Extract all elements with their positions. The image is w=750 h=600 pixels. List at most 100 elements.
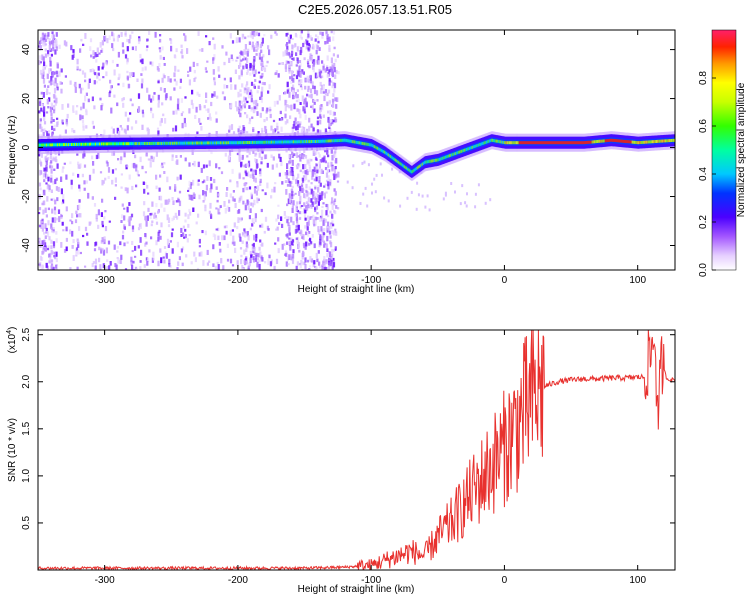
ridge-peak: [188, 141, 191, 145]
ridge-peak: [298, 140, 301, 144]
noise-speckle: [254, 169, 257, 176]
ridge-peak: [581, 141, 584, 145]
noise-speckle: [105, 247, 108, 254]
noise-speckle: [330, 30, 333, 34]
noise-speckle: [256, 111, 259, 116]
ridge-peak: [273, 140, 276, 144]
noise-speckle: [332, 31, 336, 35]
noise-speckle: [205, 35, 208, 38]
ridge-peak: [573, 141, 576, 145]
noise-speckle: [309, 216, 312, 220]
noise-speckle: [268, 84, 271, 90]
ridge-peak: [568, 141, 571, 145]
noise-speckle: [171, 157, 174, 161]
noise-speckle: [141, 109, 144, 114]
ridge-peak: [401, 163, 404, 167]
noise-speckle: [149, 61, 152, 65]
noise-speckle: [236, 56, 239, 59]
ridge-peak: [419, 164, 422, 168]
noise-speckle: [226, 187, 229, 191]
ridge-peak: [267, 140, 270, 144]
noise-speckle: [40, 73, 44, 79]
noise-speckle: [337, 71, 340, 75]
noise-speckle: [131, 31, 134, 34]
noise-speckle: [334, 117, 337, 123]
noise-speckle: [319, 159, 322, 163]
ridge-peak: [406, 167, 409, 171]
noise-speckle: [255, 106, 258, 110]
noise-speckle: [100, 105, 103, 111]
noise-speckle: [328, 78, 331, 82]
noise-speckle: [204, 67, 207, 71]
noise-speckle: [254, 213, 257, 219]
noise-speckle: [294, 213, 297, 218]
ridge-peak: [215, 141, 218, 145]
noise-speckle: [54, 199, 57, 205]
noise-speckle: [139, 266, 142, 270]
noise-speckle: [158, 195, 161, 201]
ridge-peak: [258, 140, 261, 144]
ridge-peak: [586, 140, 589, 144]
ridge-peak: [366, 142, 369, 146]
noise-speckle: [254, 217, 257, 223]
ridge-peak: [348, 139, 351, 143]
noise-speckle: [143, 201, 146, 206]
noise-speckle: [178, 256, 181, 261]
noise-speckle: [38, 195, 42, 200]
noise-speckle: [146, 45, 149, 48]
ridge-peak: [491, 138, 494, 142]
noise-speckle: [57, 186, 60, 192]
noise-speckle: [310, 105, 313, 108]
noise-speckle: [299, 84, 303, 88]
noise-speckle: [273, 100, 276, 107]
noise-speckle: [65, 174, 68, 180]
noise-speckle: [266, 182, 269, 189]
noise-speckle: [336, 97, 339, 102]
ridge-peak: [498, 140, 501, 144]
noise-speckle: [62, 229, 65, 232]
noise-speckle: [38, 224, 42, 228]
ridge-peak: [127, 142, 129, 146]
noise-speckle: [466, 192, 468, 196]
noise-speckle: [51, 228, 54, 233]
noise-speckle: [326, 101, 329, 107]
noise-speckle: [246, 187, 249, 191]
ridge-peak: [541, 141, 544, 145]
noise-speckle: [253, 83, 256, 89]
ridge-peak: [57, 143, 59, 147]
ridge-peak: [608, 138, 611, 142]
noise-speckle: [38, 42, 41, 46]
noise-speckle: [91, 196, 94, 200]
ridge-peak: [460, 149, 463, 153]
ridge-peak: [56, 143, 58, 147]
noise-speckle: [205, 92, 208, 98]
ridge-peak: [131, 142, 133, 146]
noise-speckle: [139, 237, 142, 243]
ridge-peak: [356, 141, 359, 144]
noise-speckle: [249, 174, 252, 179]
noise-speckle: [245, 248, 248, 252]
noise-speckle: [156, 66, 159, 71]
ridge-peak: [284, 140, 287, 144]
noise-speckle: [230, 102, 233, 109]
noise-speckle: [305, 183, 308, 189]
ridge-peak: [240, 141, 243, 145]
ridge-peak: [596, 140, 599, 143]
noise-speckle: [334, 152, 337, 158]
noise-speckle: [158, 63, 161, 68]
noise-speckle: [250, 94, 253, 98]
noise-speckle: [312, 98, 315, 103]
noise-speckle: [184, 212, 187, 217]
noise-speckle: [327, 165, 330, 168]
noise-speckle: [45, 174, 48, 179]
noise-speckle: [300, 211, 303, 215]
noise-speckle: [252, 244, 255, 249]
noise-speckle: [258, 263, 261, 270]
noise-speckle: [295, 179, 298, 185]
ridge-peak: [214, 141, 217, 145]
noise-speckle: [298, 191, 301, 196]
noise-speckle: [271, 164, 274, 170]
noise-speckle: [106, 161, 109, 167]
ridge-peak: [228, 141, 231, 145]
ridge-peak: [111, 142, 113, 146]
